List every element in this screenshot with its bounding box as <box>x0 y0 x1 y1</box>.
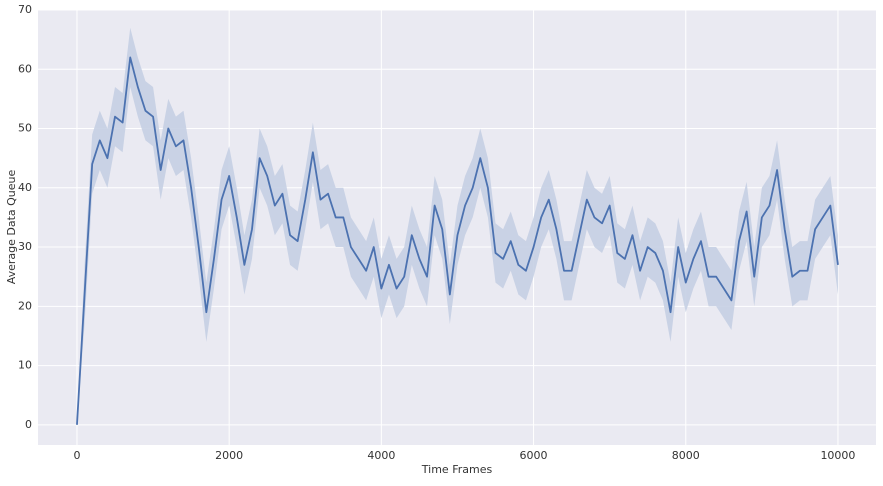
x-tick-label: 4000 <box>367 449 395 462</box>
x-tick-label: 2000 <box>215 449 243 462</box>
y-tick-label: 20 <box>18 299 32 312</box>
confidence-band <box>76 27 838 425</box>
x-tick-label: 0 <box>73 449 80 462</box>
y-tick-label: 10 <box>18 359 32 372</box>
y-tick-label: 70 <box>18 3 32 16</box>
y-tick-label: 30 <box>18 240 32 253</box>
x-tick-label: 10000 <box>820 449 855 462</box>
y-tick-label: 40 <box>18 181 32 194</box>
y-tick-label: 60 <box>18 62 32 75</box>
x-axis-label: Time Frames <box>421 463 493 476</box>
y-axis-label: Average Data Queue <box>5 169 18 284</box>
y-tick-label: 0 <box>25 418 32 431</box>
x-tick-label: 6000 <box>520 449 548 462</box>
x-tick-label: 8000 <box>672 449 700 462</box>
line <box>76 56 839 425</box>
y-tick-label: 50 <box>18 122 32 135</box>
